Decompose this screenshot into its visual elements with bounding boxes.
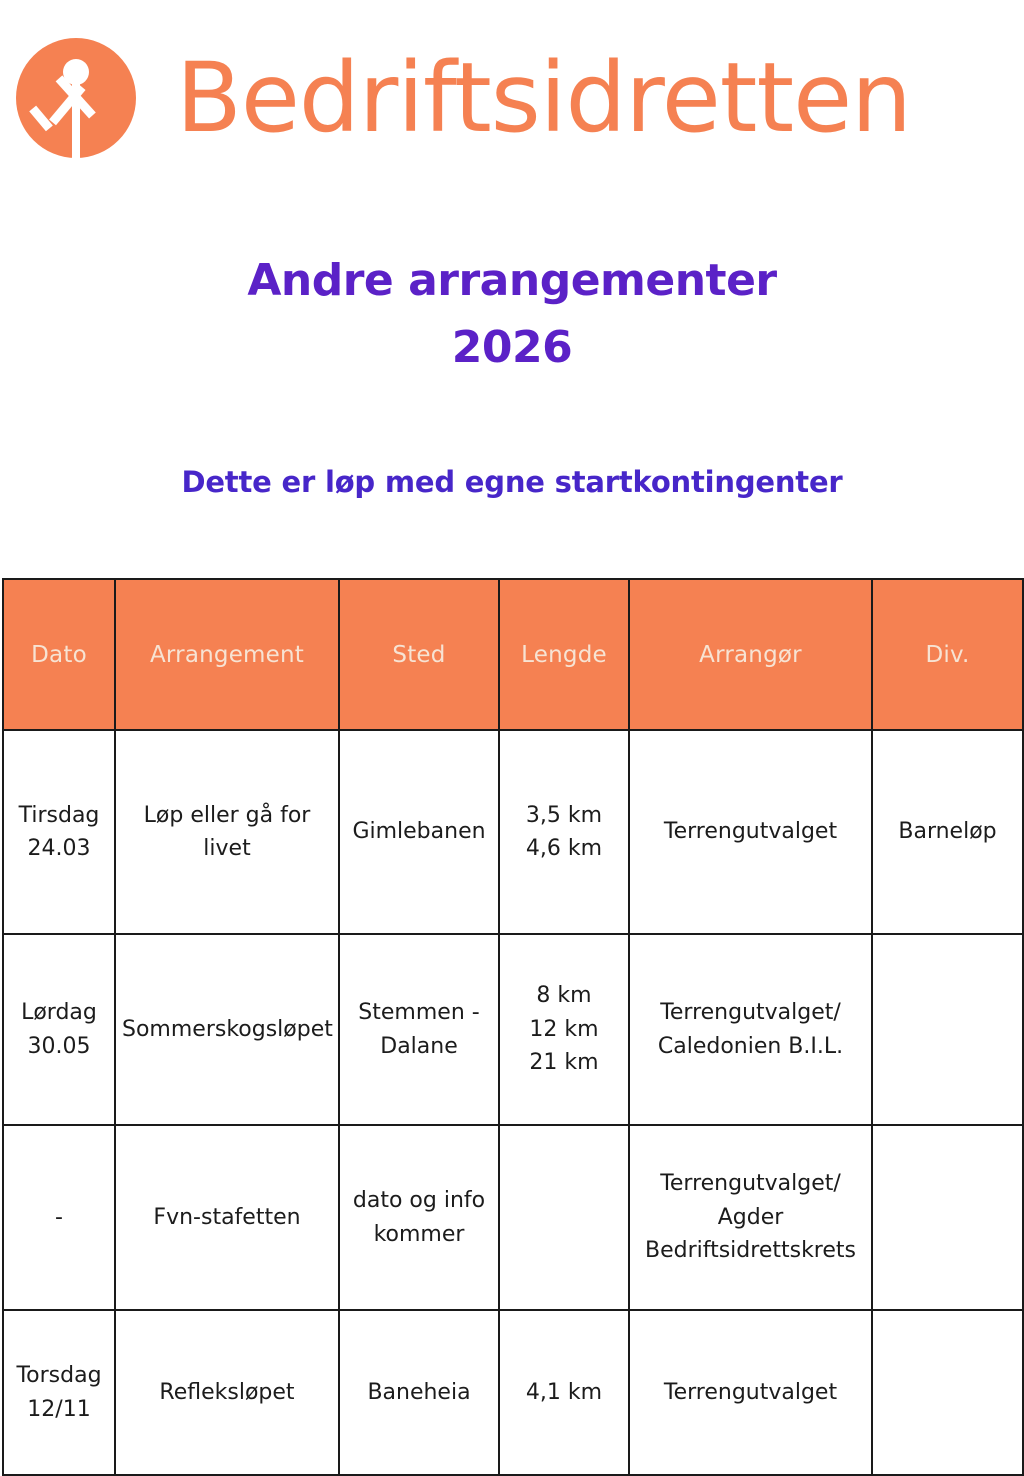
cell-line: Torsdag [16, 1363, 102, 1389]
cell-content: Terrengutvalget/Agder Bedriftsidrettskret… [636, 1167, 865, 1267]
cell-line: 3,5 km [525, 802, 603, 828]
cell-line: Agder [717, 1204, 784, 1230]
cell-arrangement: Sommerskogsløpet [114, 933, 340, 1126]
cell-line: 12 km [529, 1016, 599, 1042]
cell-sted: Gimlebanen [338, 729, 500, 935]
cell-arrangor: Terrengutvalget [628, 1309, 873, 1476]
brand-header: Bedriftsidretten [14, 28, 912, 168]
events-table-container: Dato Arrangement Sted Lengde Arrangør Di… [2, 578, 1024, 1476]
column-header-lengde: Lengde [498, 578, 630, 731]
cell-line: 8 km [536, 983, 592, 1009]
cell-div [871, 933, 1024, 1126]
bedriftsidretten-figure-logo-icon [16, 38, 136, 158]
cell-arrangor: Terrengutvalget [628, 729, 873, 935]
cell-line: kommer [373, 1221, 465, 1247]
cell-div: Barneløp [871, 729, 1024, 935]
table-row: - Fvn-stafetten dato og info kommer Terrengu… [2, 1124, 1024, 1311]
cell-content: Fvn-stafetten [122, 1201, 332, 1234]
cell-lengde: 8 km 12 km 21 km [498, 933, 630, 1126]
cell-div [871, 1124, 1024, 1311]
page-title-line-2: 2026 [451, 321, 573, 373]
cell-dato: Torsdag 12/11 [2, 1309, 116, 1476]
cell-content: Løp eller gå for livet [122, 799, 332, 866]
cell-line: 12/11 [27, 1396, 91, 1422]
cell-content: Tirsdag 24.03 [10, 799, 108, 866]
table-row: Lørdag 30.05 Sommerskogsløpet Stemmen - Dala… [2, 933, 1024, 1126]
cell-line: Sommerskogsløpet [122, 1016, 333, 1042]
cell-arrangor: Terrengutvalget/Agder Bedriftsidrettskret… [628, 1124, 873, 1311]
cell-lengde: 4,1 km [498, 1309, 630, 1476]
cell-sted: dato og info kommer [338, 1124, 500, 1311]
cell-line: Lørdag [21, 1000, 97, 1026]
cell-sted: Stemmen - Dalane [338, 933, 500, 1126]
cell-line: Terrengutvalget [663, 1379, 838, 1405]
cell-dato: Lørdag 30.05 [2, 933, 116, 1126]
cell-line: Stemmen - [358, 1000, 480, 1026]
cell-line: Gimlebanen [352, 819, 486, 845]
cell-content: 8 km 12 km 21 km [506, 979, 622, 1079]
cell-content: dato og info kommer [346, 1184, 492, 1251]
page-title: Andre arrangementer 2026 [0, 248, 1024, 382]
table-row: Tirsdag 24.03 Løp eller gå for livet Gimleba… [2, 729, 1024, 935]
cell-arrangement: Løp eller gå for livet [114, 729, 340, 935]
column-header-dato: Dato [2, 578, 116, 731]
column-header-arrangor: Arrangør [628, 578, 873, 731]
cell-content: Refleksløpet [122, 1376, 332, 1409]
events-table-body: Tirsdag 24.03 Løp eller gå for livet Gimleba… [2, 729, 1024, 1476]
brand-wordmark: Bedriftsidretten [176, 42, 912, 154]
cell-arrangement: Fvn-stafetten [114, 1124, 340, 1311]
cell-line: 21 km [529, 1050, 599, 1076]
cell-line: Terrengutvalget/ [660, 1171, 841, 1197]
cell-content: Gimlebanen [346, 815, 492, 848]
cell-line: Løp eller gå for [143, 802, 311, 828]
events-table-head: Dato Arrangement Sted Lengde Arrangør Di… [2, 578, 1024, 731]
cell-line: Terrengutvalget [663, 819, 838, 845]
column-header-div: Div. [871, 578, 1024, 731]
table-header-row: Dato Arrangement Sted Lengde Arrangør Di… [2, 578, 1024, 731]
cell-line: Tirsdag [18, 802, 100, 828]
cell-line: dato og info [352, 1188, 486, 1214]
cell-lengde: 3,5 km 4,6 km [498, 729, 630, 935]
cell-line: Caledonien B.I.L. [657, 1033, 844, 1059]
cell-line: 30.05 [27, 1033, 91, 1059]
events-table: Dato Arrangement Sted Lengde Arrangør Di… [2, 578, 1024, 1476]
cell-line: Refleksløpet [159, 1379, 295, 1405]
cell-arrangor: Terrengutvalget/Caledonien B.I.L. [628, 933, 873, 1126]
cell-content: - [10, 1201, 108, 1234]
cell-line: 4,6 km [525, 836, 603, 861]
table-row: Torsdag 12/11 Refleksløpet Baneheia 4,1 km Te… [2, 1309, 1024, 1476]
page-subtitle: Dette er løp med egne startkontingenter [181, 465, 843, 499]
cell-content: Terrengutvalget [636, 815, 865, 848]
cell-sted: Baneheia [338, 1309, 500, 1476]
cell-line: Terrengutvalget/ [660, 1000, 841, 1026]
cell-line: Barneløp [898, 819, 997, 845]
cell-content: Sommerskogsløpet [122, 1013, 333, 1046]
cell-content: Lørdag 30.05 [10, 996, 108, 1063]
cell-line: - [55, 1204, 63, 1230]
cell-content: Terrengutvalget [636, 1376, 865, 1409]
cell-line: 4,1 km [525, 1379, 603, 1405]
cell-content: Stemmen - Dalane [346, 996, 492, 1063]
cell-arrangement: Refleksløpet [114, 1309, 340, 1476]
page-title-line-1: Andre arrangementer [247, 255, 777, 306]
column-header-arrangement: Arrangement [114, 578, 340, 731]
cell-dato: - [2, 1124, 116, 1311]
cell-line: Fvn-stafetten [153, 1204, 301, 1230]
cell-line: Baneheia [367, 1379, 471, 1405]
cell-content: 3,5 km 4,6 km [506, 799, 622, 866]
column-header-sted: Sted [338, 578, 500, 731]
cell-line: Dalane [380, 1033, 458, 1059]
cell-line: 24.03 [27, 836, 91, 861]
cell-content: Torsdag 12/11 [10, 1359, 108, 1426]
cell-lengde [498, 1124, 630, 1311]
cell-content: Baneheia [346, 1376, 492, 1409]
cell-content: 4,1 km [506, 1376, 622, 1409]
cell-content: Terrengutvalget/Caledonien B.I.L. [636, 996, 865, 1063]
cell-line: Bedriftsidrettskrets [644, 1238, 856, 1264]
cell-dato: Tirsdag 24.03 [2, 729, 116, 935]
cell-line: livet [203, 836, 251, 861]
cell-div [871, 1309, 1024, 1476]
cell-content: Barneløp [879, 815, 1016, 848]
